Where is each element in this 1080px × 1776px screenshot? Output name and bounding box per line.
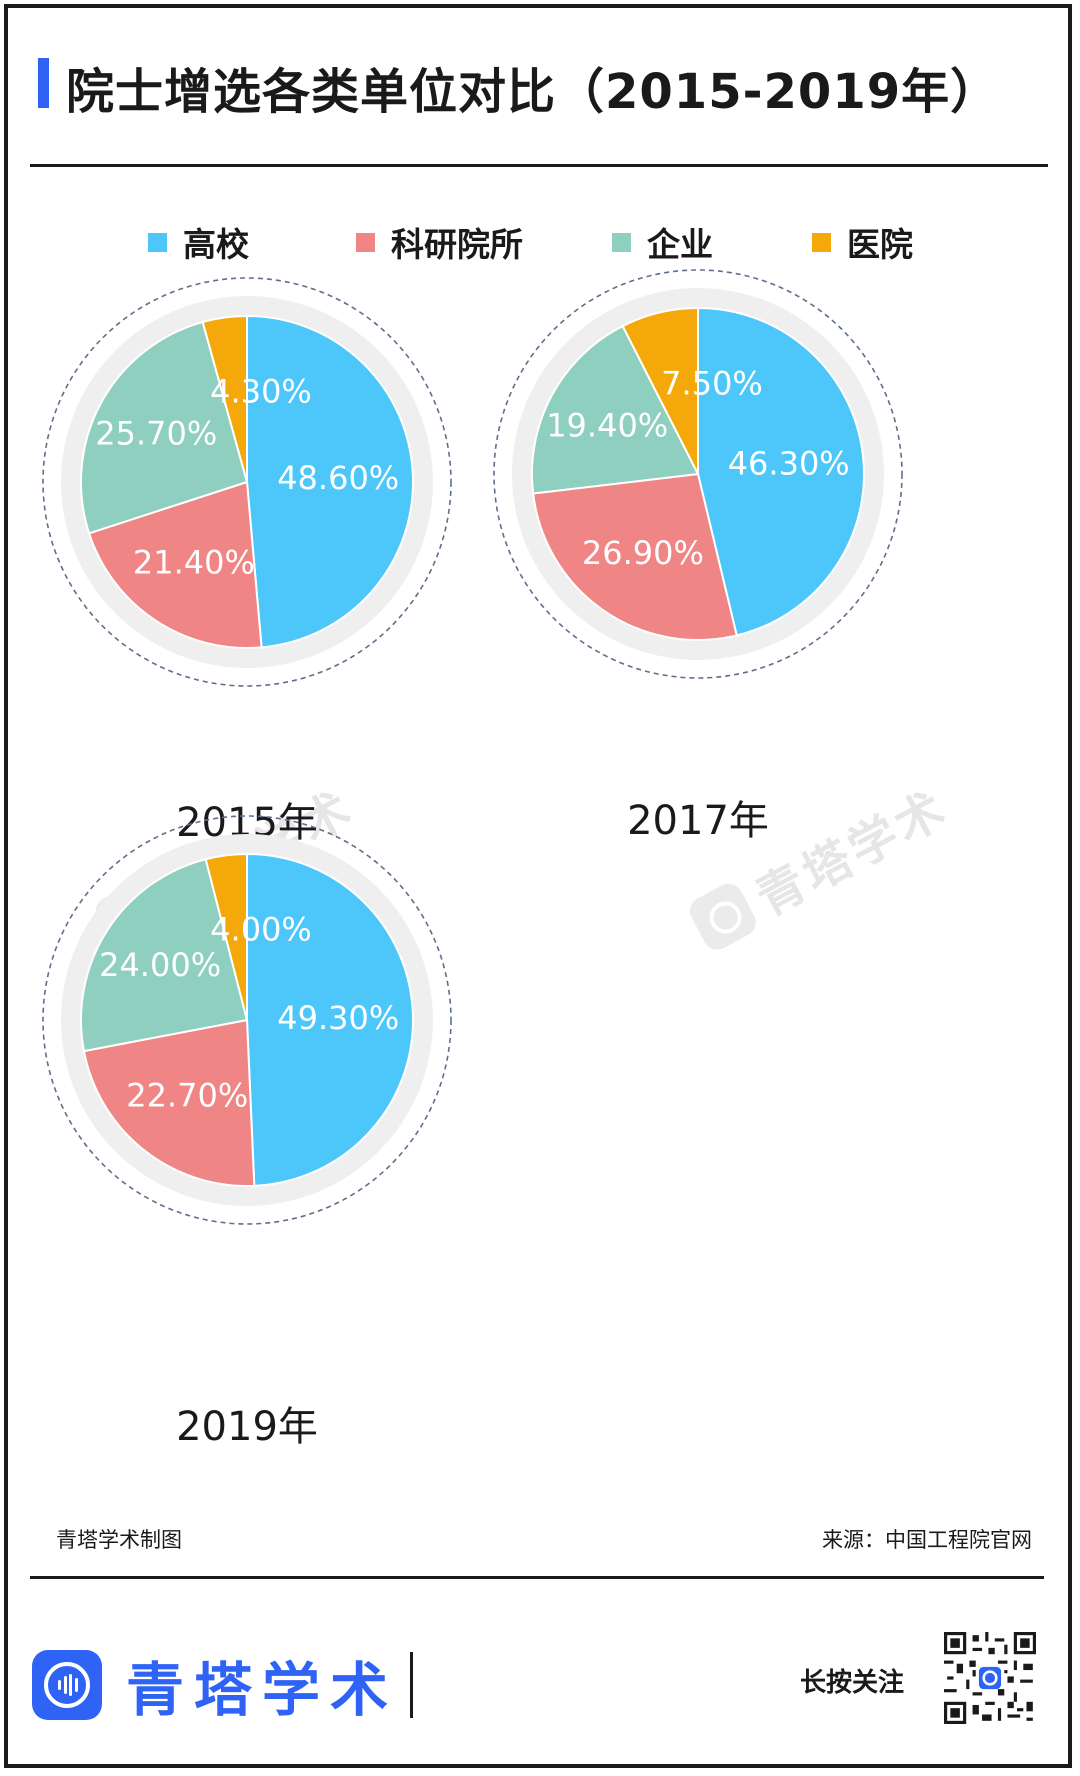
pie-outer-dashed-ring bbox=[42, 815, 452, 1225]
slice-value-label: 26.90% bbox=[582, 534, 704, 572]
slice-value-label: 48.60% bbox=[277, 459, 399, 497]
legend-swatch bbox=[612, 232, 631, 252]
slice-value-label: 19.40% bbox=[546, 407, 668, 445]
pie-slice bbox=[246, 314, 414, 649]
pie-slice bbox=[87, 480, 263, 649]
slice-value-label: 7.50% bbox=[661, 365, 763, 403]
pie-slice bbox=[80, 858, 249, 1053]
chart-legend: 高校 科研院所 企业 医院 bbox=[0, 218, 1080, 264]
pie-outer-dashed-ring bbox=[493, 269, 903, 679]
legend-swatch bbox=[356, 232, 375, 252]
follow-prompt: 长按关注 bbox=[800, 1668, 905, 1698]
legend-swatch bbox=[812, 232, 831, 252]
legend-label: 企业 bbox=[647, 225, 713, 264]
slice-value-label: 22.70% bbox=[126, 1077, 248, 1115]
pie-slice bbox=[621, 306, 699, 475]
legend-item-research-institutes: 科研院所 bbox=[356, 218, 523, 266]
slice-value-label: 24.00% bbox=[99, 946, 221, 984]
pie-chart-title: 2019年 bbox=[176, 1404, 318, 1450]
legend-item-enterprises: 企业 bbox=[612, 218, 713, 266]
slice-value-label: 4.30% bbox=[210, 373, 312, 411]
footer-divider bbox=[30, 1576, 1044, 1579]
pie-slice bbox=[532, 472, 738, 641]
brand-separator bbox=[410, 1652, 414, 1718]
data-source: 来源：中国工程院官网 bbox=[822, 1528, 1032, 1552]
slice-value-label: 4.00% bbox=[210, 911, 312, 949]
pie-slice bbox=[531, 324, 700, 495]
pie-slice bbox=[246, 852, 414, 1187]
legend-item-hospitals: 医院 bbox=[812, 218, 913, 266]
legend-swatch bbox=[148, 232, 167, 252]
qr-code-icon[interactable] bbox=[944, 1632, 1036, 1724]
pie-outer-dashed-ring bbox=[42, 277, 452, 687]
slice-value-label: 49.30% bbox=[277, 999, 399, 1037]
legend-label: 高校 bbox=[183, 225, 249, 264]
slice-value-label: 25.70% bbox=[95, 414, 217, 452]
legend-label: 医院 bbox=[847, 225, 913, 264]
title-divider bbox=[30, 164, 1048, 167]
page-title: 院士增选各类单位对比（2015-2019年） bbox=[66, 64, 1000, 120]
title-accent-bar bbox=[38, 58, 49, 108]
legend-item-universities: 高校 bbox=[148, 218, 249, 266]
pie-charts: 48.60%21.40%25.70%4.30%2015年46.30%26.90%… bbox=[42, 269, 903, 1450]
legend-label: 科研院所 bbox=[391, 225, 523, 264]
pie-chart-title: 2017年 bbox=[627, 798, 769, 844]
brand-block: 青塔学术 bbox=[32, 1643, 414, 1727]
pie-slice bbox=[82, 1018, 256, 1187]
pie-slice bbox=[204, 852, 248, 1021]
pie-slice bbox=[201, 314, 248, 483]
qingta-logo-icon bbox=[32, 1650, 102, 1720]
chart-credit: 青塔学术制图 bbox=[56, 1528, 182, 1552]
slice-value-label: 46.30% bbox=[728, 444, 850, 482]
pie-slice bbox=[697, 306, 865, 637]
brand-name: 青塔学术 bbox=[126, 1656, 399, 1724]
pie-slice bbox=[80, 320, 249, 535]
slice-value-label: 21.40% bbox=[133, 543, 255, 581]
